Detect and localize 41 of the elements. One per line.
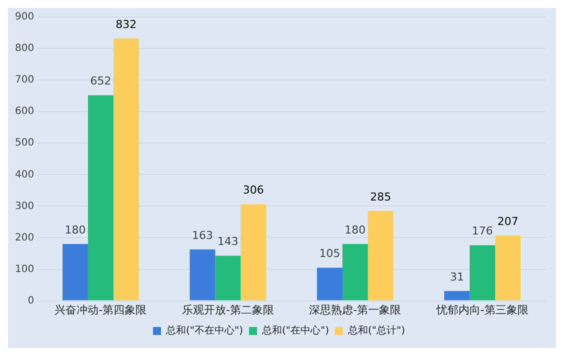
y-tick-label: 0 (28, 295, 34, 306)
data-label: 832 (116, 18, 137, 31)
data-label: 180 (344, 223, 366, 236)
y-tick-label: 900 (14, 12, 34, 23)
data-label: 163 (192, 228, 213, 242)
data-label: 652 (90, 74, 112, 88)
bar (215, 256, 241, 300)
bar (342, 244, 368, 300)
data-label: 207 (497, 214, 518, 228)
y-tick-label: 200 (14, 232, 34, 244)
y-tick-label: 100 (14, 264, 34, 275)
legend-label: 总和("在中心") (261, 324, 330, 337)
bar (240, 204, 266, 300)
legend-label: 总和("不在中心") (164, 324, 244, 337)
data-label: 31 (450, 270, 464, 284)
x-tick-label: 忧郁内向-第三象限 (435, 303, 528, 316)
x-tick-label: 深思熟虑-第一象限 (309, 303, 402, 316)
x-tick-label: 乐观开放-第二象限 (182, 303, 274, 316)
data-label: 180 (64, 223, 86, 236)
data-label: 105 (319, 247, 340, 260)
y-tick-label: 600 (14, 106, 34, 118)
data-label: 306 (242, 184, 264, 197)
bar (88, 95, 114, 300)
y-tick-label: 300 (14, 200, 34, 212)
data-label: 176 (472, 224, 493, 238)
y-tick-label: 700 (14, 74, 34, 86)
bar (470, 245, 496, 300)
bar (62, 244, 88, 300)
data-label: 143 (217, 235, 238, 248)
y-tick-label: 400 (14, 169, 34, 180)
data-label: 285 (370, 190, 392, 204)
bar (113, 38, 139, 300)
y-tick-label: 800 (14, 43, 34, 54)
y-tick-label: 500 (14, 138, 34, 149)
bar (316, 268, 342, 300)
bar (444, 291, 470, 300)
bar (368, 210, 394, 300)
bar (190, 249, 216, 300)
bar (495, 236, 521, 300)
x-tick-label: 兴奋冲动-第四象限 (54, 303, 147, 316)
legend-label: 总和("总计") (347, 324, 406, 337)
